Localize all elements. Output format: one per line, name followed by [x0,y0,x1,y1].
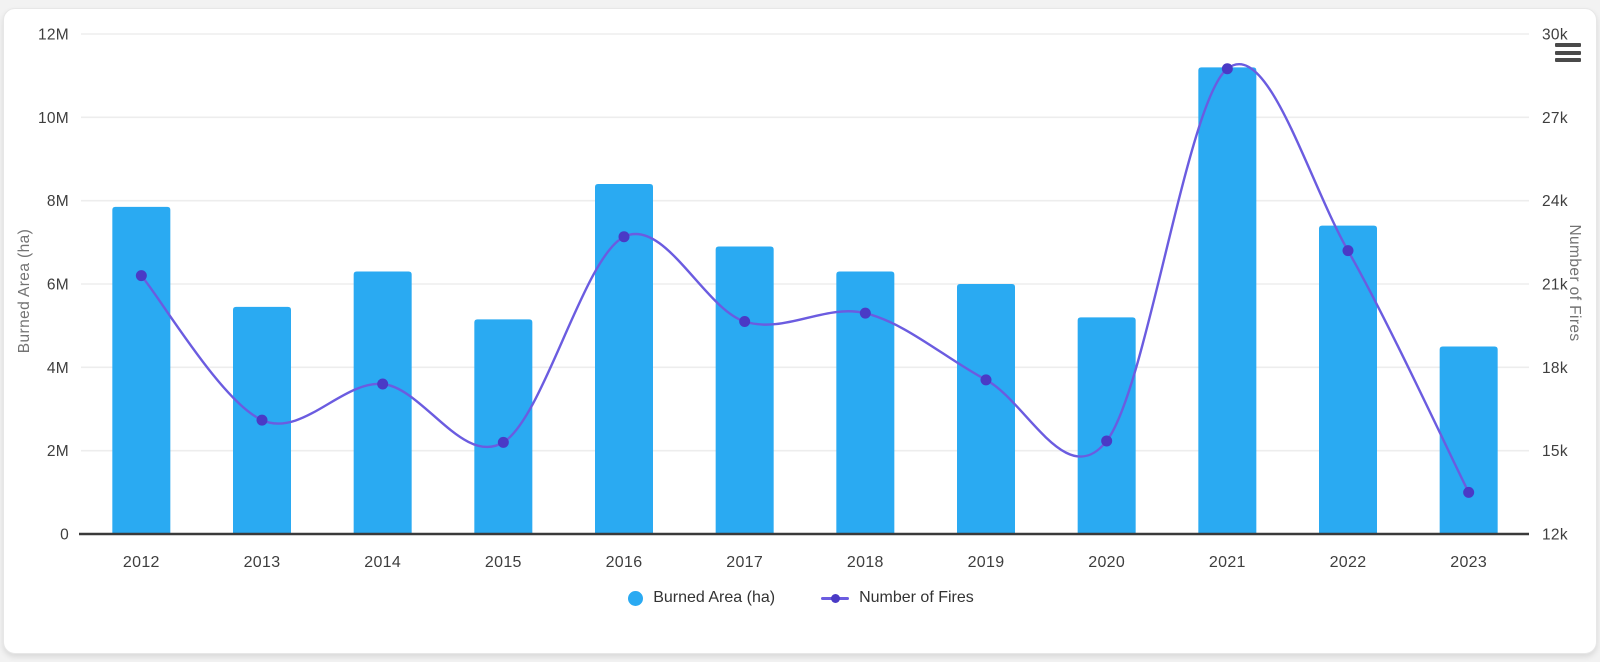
right-tick-label: 15k [1542,443,1568,460]
legend-circle-icon [628,590,644,606]
point-2016[interactable] [618,231,630,243]
x-tick-label-2013: 2013 [244,554,281,571]
hamburger-menu-icon[interactable] [1555,42,1581,63]
point-2017[interactable] [739,316,751,327]
x-tick-label-2018: 2018 [847,554,884,571]
right-tick-label: 18k [1542,360,1568,377]
left-tick-label: 10M [38,110,69,127]
number-of-fires-line [140,63,1470,493]
x-tick-label-2022: 2022 [1330,554,1367,571]
right-tick-label: 24k [1542,193,1568,210]
left-axis-title: Burned Area (ha) [16,228,33,354]
point-2023[interactable] [1463,486,1475,498]
point-2022[interactable] [1342,245,1354,257]
x-tick-label-2017: 2017 [726,554,763,571]
bar-2018[interactable] [836,271,895,535]
bar-2017[interactable] [715,246,774,535]
dual-axis-chart: 0 2M 4M 6M 8M 10M 12M 12k 15k 18k 21k 24k 27k 30k 2012… [38,27,1568,572]
legend-label-number-of-fires: Number of Fires [859,589,974,606]
right-tick-label: 12k [1542,527,1568,544]
right-tick-label: 27k [1542,110,1568,127]
bar-2020[interactable] [1077,317,1136,534]
point-2021[interactable] [1221,63,1233,75]
bar-2014[interactable] [353,271,412,535]
bar-2019[interactable] [957,284,1015,534]
point-2018[interactable] [859,307,871,319]
right-axis-title: Number of Fires [1566,224,1583,342]
bar-2023[interactable] [1439,346,1498,535]
right-tick-label: 21k [1542,277,1568,294]
legend-label-burned-area: Burned Area (ha) [653,589,776,606]
right-tick-label: 30k [1542,27,1568,44]
bar-2021[interactable] [1198,67,1257,535]
x-tick-label-2014: 2014 [364,554,401,571]
x-tick-label-2021: 2021 [1209,554,1246,571]
left-tick-label: 0 [60,527,69,544]
bar-2015[interactable] [474,319,533,534]
bar-2022[interactable] [1319,225,1377,534]
point-2014[interactable] [377,378,389,390]
x-tick-label-2019: 2019 [968,554,1005,571]
point-2019[interactable] [980,374,992,386]
left-tick-label: 2M [47,443,69,460]
left-tick-label: 6M [47,277,69,294]
point-2013[interactable] [256,414,268,426]
bar-2012[interactable] [112,206,171,534]
x-tick-label-2016: 2016 [606,554,643,571]
left-tick-label: 12M [38,27,69,44]
x-tick-label-2015: 2015 [485,554,522,571]
point-2015[interactable] [497,436,509,448]
x-tick-label-2023: 2023 [1450,554,1487,571]
legend: Burned Area (ha) Number of Fires [4,583,1598,613]
chart-card: 0 2M 4M 6M 8M 10M 12M 12k 15k 18k 21k 24k 27k 30k 2012… [3,8,1597,654]
legend-item-number-of-fires[interactable]: Number of Fires [821,589,974,607]
left-tick-label: 8M [47,193,69,210]
left-tick-label: 4M [47,360,69,377]
legend-item-burned-area[interactable]: Burned Area (ha) [628,589,775,607]
point-2020[interactable] [1101,435,1113,447]
point-2012[interactable] [135,270,147,282]
legend-line-dot-icon [821,593,850,603]
x-tick-label-2012: 2012 [123,554,160,571]
x-tick-label-2020: 2020 [1088,554,1125,571]
bar-2016[interactable] [595,184,653,534]
